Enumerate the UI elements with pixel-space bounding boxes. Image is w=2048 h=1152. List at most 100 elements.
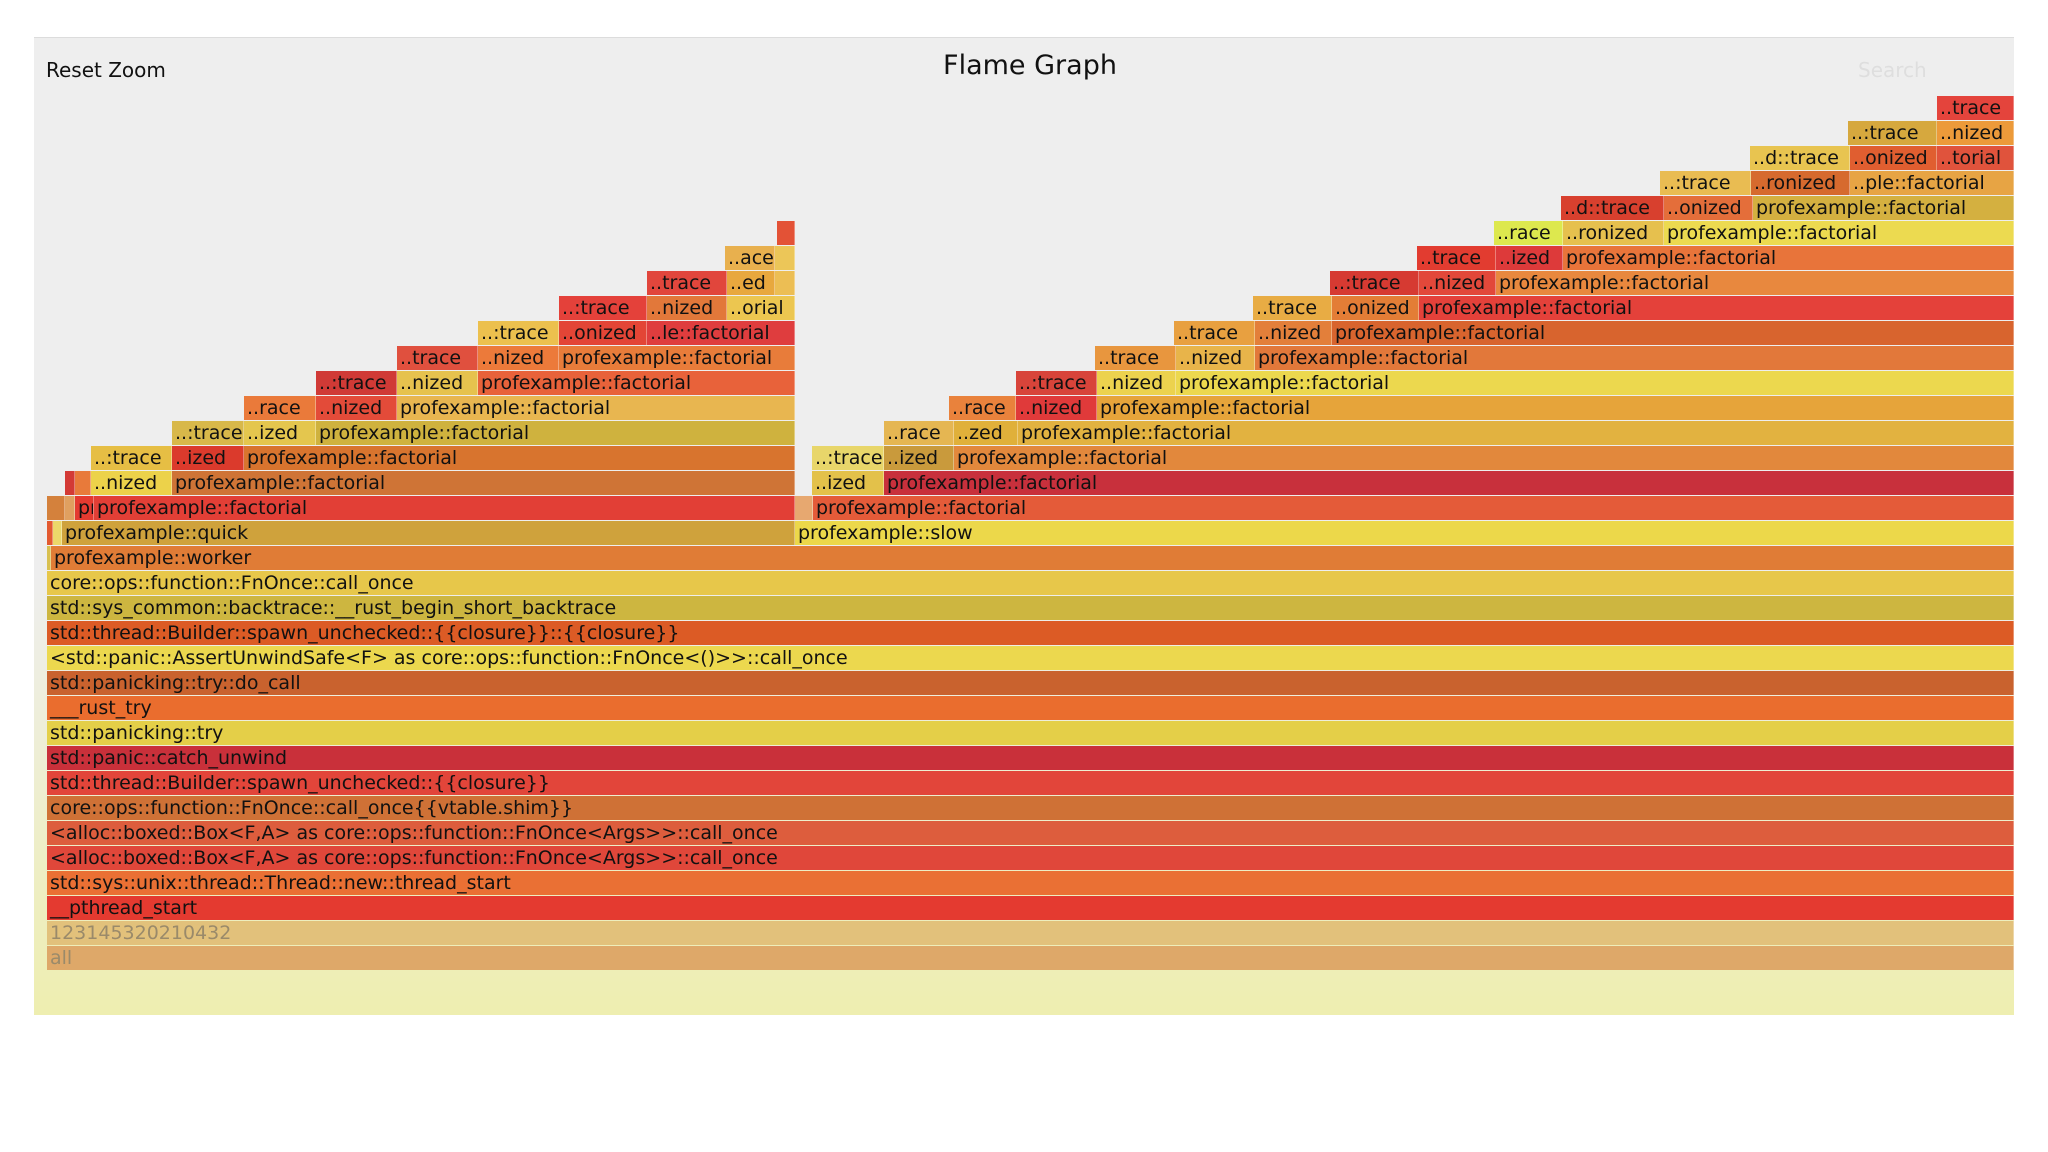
flame-frame[interactable]: ..nized [478, 346, 559, 370]
flame-frame[interactable]: profexample::factorial [1563, 246, 2014, 270]
flame-frame[interactable]: profexample::factorial [478, 371, 795, 395]
flame-frame[interactable]: ..:trace [812, 446, 884, 470]
flame-frame[interactable]: ..:trace [91, 446, 172, 470]
flame-frame[interactable]: profexample::factorial [1097, 396, 2014, 420]
flame-frame[interactable]: all [47, 946, 2014, 970]
flame-frame[interactable]: profexample::quick [62, 521, 795, 545]
flame-frame[interactable]: ..nized [1097, 371, 1176, 395]
flame-frame[interactable]: std::panicking::try::do_call [47, 671, 2014, 695]
flame-frame[interactable] [75, 471, 91, 495]
flame-frame[interactable]: <alloc::boxed::Box<F,A> as core::ops::fu… [47, 846, 2014, 870]
flame-frame[interactable] [65, 496, 75, 520]
flame-frame[interactable]: profexample::factorial [397, 396, 795, 420]
flame-frame[interactable]: ..:trace [1330, 271, 1419, 295]
flame-frame[interactable]: ..trace [1417, 246, 1496, 270]
flame-frame[interactable]: ..orial [727, 296, 795, 320]
flame-frame[interactable] [795, 496, 813, 520]
flame-frame[interactable]: ..race [244, 396, 316, 420]
flame-frame[interactable]: profexample::factorial [94, 496, 795, 520]
flame-frame[interactable] [775, 246, 795, 270]
flame-frame[interactable]: ..ronized [1751, 171, 1850, 195]
flame-frame[interactable] [775, 271, 795, 295]
flame-frame[interactable]: profexample::factorial [1255, 346, 2014, 370]
flame-frame[interactable]: ___rust_try [47, 696, 2014, 720]
flame-frame[interactable]: std::panic::catch_unwind [47, 746, 2014, 770]
flame-frame[interactable]: std::thread::Builder::spawn_unchecked::{… [47, 771, 2014, 795]
flame-frame[interactable]: ..nized [397, 371, 478, 395]
flame-frame[interactable]: ..ple::factorial [1850, 171, 2014, 195]
flame-frame[interactable]: ..nized [1419, 271, 1496, 295]
flame-frame[interactable]: profexample::factorial [1018, 421, 2014, 445]
flame-frame[interactable] [777, 221, 795, 245]
flame-frame[interactable]: ..onized [1332, 296, 1419, 320]
flame-frame[interactable]: profexample::factorial [884, 471, 2014, 495]
flame-frame[interactable]: ..torial [1937, 146, 2014, 170]
flame-frame[interactable] [47, 546, 51, 570]
flame-frame[interactable]: std::sys::unix::thread::Thread::new::thr… [47, 871, 2014, 895]
flame-frame[interactable]: ..ed [727, 271, 775, 295]
flame-frame[interactable]: core::ops::function::FnOnce::call_once{{… [47, 796, 2014, 820]
flame-frame[interactable]: profexample::factorial [813, 496, 2014, 520]
flame-frame[interactable]: ..ized [1496, 246, 1563, 270]
flame-frame[interactable]: profexample::factorial [559, 346, 795, 370]
flame-frame[interactable]: ..nized [1016, 396, 1097, 420]
reset-zoom-button[interactable]: Reset Zoom [46, 58, 166, 82]
flame-frame[interactable]: ..nized [1937, 121, 2014, 145]
flame-frame[interactable]: ..trace [1174, 321, 1255, 345]
flame-frame[interactable]: profexample::factorial [1753, 196, 2014, 220]
flame-frame[interactable]: ..race [884, 421, 954, 445]
flame-frame[interactable]: profexample::factorial [316, 421, 795, 445]
flame-frame[interactable] [47, 496, 65, 520]
flame-frame[interactable]: profexample::factorial [75, 496, 94, 520]
flame-frame[interactable]: profexample::factorial [244, 446, 795, 470]
flame-frame[interactable]: ..d::trace [1750, 146, 1850, 170]
flame-frame[interactable]: std::sys_common::backtrace::__rust_begin… [47, 596, 2014, 620]
flame-frame[interactable]: <alloc::boxed::Box<F,A> as core::ops::fu… [47, 821, 2014, 845]
flame-frame[interactable]: ..:trace [1848, 121, 1937, 145]
flame-frame[interactable]: <std::panic::AssertUnwindSafe<F> as core… [47, 646, 2014, 670]
flame-frame[interactable]: ..nized [1255, 321, 1332, 345]
flame-frame[interactable]: ..onized [1850, 146, 1937, 170]
flame-frame[interactable]: ..ace [725, 246, 775, 270]
flame-frame[interactable]: ..nized [647, 296, 727, 320]
flame-frame[interactable]: ..:trace [172, 421, 244, 445]
flame-frame[interactable]: ..trace [647, 271, 727, 295]
flame-frame[interactable]: ..le::factorial [647, 321, 795, 345]
flame-frame[interactable]: __pthread_start [47, 896, 2014, 920]
flame-frame[interactable]: ..ronized [1563, 221, 1664, 245]
flame-frame[interactable]: ..trace [397, 346, 478, 370]
flame-frame[interactable]: ..ized [884, 446, 954, 470]
flame-frame[interactable] [65, 471, 75, 495]
flame-frame[interactable]: ..zed [954, 421, 1018, 445]
flame-frame[interactable]: ..ized [172, 446, 244, 470]
flame-frame[interactable]: std::panicking::try [47, 721, 2014, 745]
flame-frame[interactable] [47, 521, 53, 545]
flame-frame[interactable] [53, 521, 62, 545]
flame-frame[interactable]: ..onized [559, 321, 647, 345]
flame-frame[interactable]: profexample::factorial [172, 471, 795, 495]
flame-frame[interactable]: ..nized [316, 396, 397, 420]
flame-frame[interactable]: std::thread::Builder::spawn_unchecked::{… [47, 621, 2014, 645]
flame-frame[interactable]: 123145320210432 [47, 921, 2014, 945]
flame-frame[interactable]: ..race [1494, 221, 1563, 245]
flame-frame[interactable]: ..:trace [1016, 371, 1097, 395]
flame-frame[interactable]: ..:trace [559, 296, 647, 320]
flame-frame[interactable]: profexample::factorial [954, 446, 2014, 470]
flame-frame[interactable]: ..nized [91, 471, 172, 495]
flame-frame[interactable]: ..trace [1937, 96, 2014, 120]
flame-frame[interactable]: ..:trace [1660, 171, 1751, 195]
flame-frame[interactable]: profexample::worker [51, 546, 2014, 570]
flame-frame[interactable]: ..:trace [478, 321, 559, 345]
flame-frame[interactable]: ..d::trace [1561, 196, 1664, 220]
flame-frame[interactable]: profexample::factorial [1176, 371, 2014, 395]
flame-frame[interactable]: ..trace [1253, 296, 1332, 320]
flame-frame[interactable]: core::ops::function::FnOnce::call_once [47, 571, 2014, 595]
flame-frame[interactable]: ..:trace [316, 371, 397, 395]
flame-frame[interactable]: profexample::slow [795, 521, 2014, 545]
flame-frame[interactable]: ..trace [1095, 346, 1176, 370]
flame-frame[interactable]: ..nized [1176, 346, 1255, 370]
flame-frame[interactable]: ..ized [812, 471, 884, 495]
flame-frame[interactable]: profexample::factorial [1664, 221, 2014, 245]
search-button[interactable]: Search [1858, 58, 1927, 82]
flame-frame[interactable]: profexample::factorial [1419, 296, 2014, 320]
